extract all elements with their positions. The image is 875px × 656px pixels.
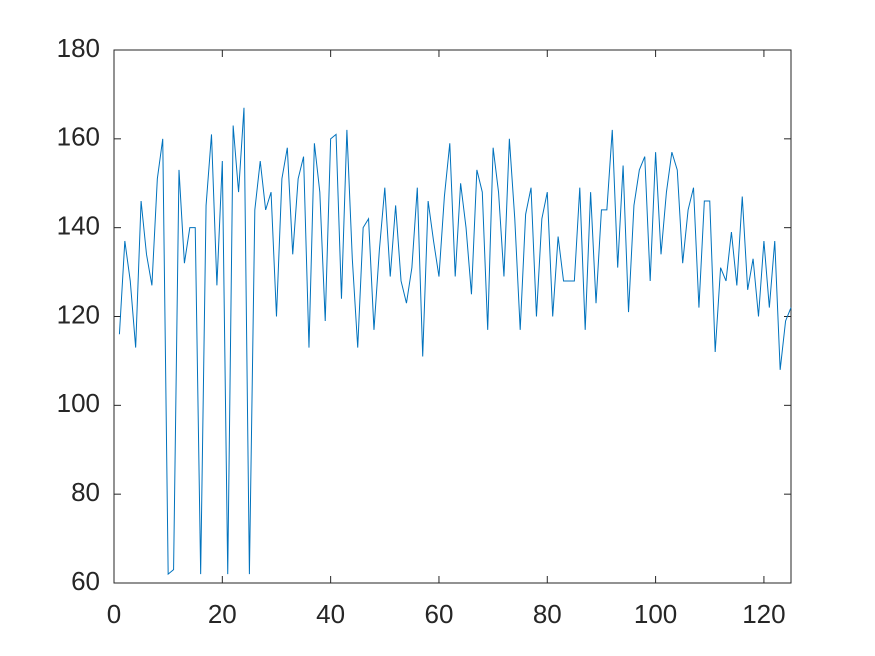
y-tick-label: 160 <box>57 122 100 152</box>
plot-box <box>113 49 792 584</box>
x-tick-label: 40 <box>316 599 345 629</box>
data-line <box>118 107 792 576</box>
y-tick-label: 120 <box>57 299 100 329</box>
x-tick-label: 0 <box>107 599 121 629</box>
x-tick-label: 80 <box>533 599 562 629</box>
y-tick-label: 60 <box>71 566 100 596</box>
y-tick-label: 180 <box>57 33 100 63</box>
x-tick-label: 20 <box>208 599 237 629</box>
x-tick-label: 60 <box>424 599 453 629</box>
x-tick-label: 120 <box>742 599 785 629</box>
x-tick-label: 100 <box>634 599 677 629</box>
y-tick-label: 100 <box>57 388 100 418</box>
y-tick-label: 80 <box>71 477 100 507</box>
y-tick-label: 140 <box>57 211 100 241</box>
